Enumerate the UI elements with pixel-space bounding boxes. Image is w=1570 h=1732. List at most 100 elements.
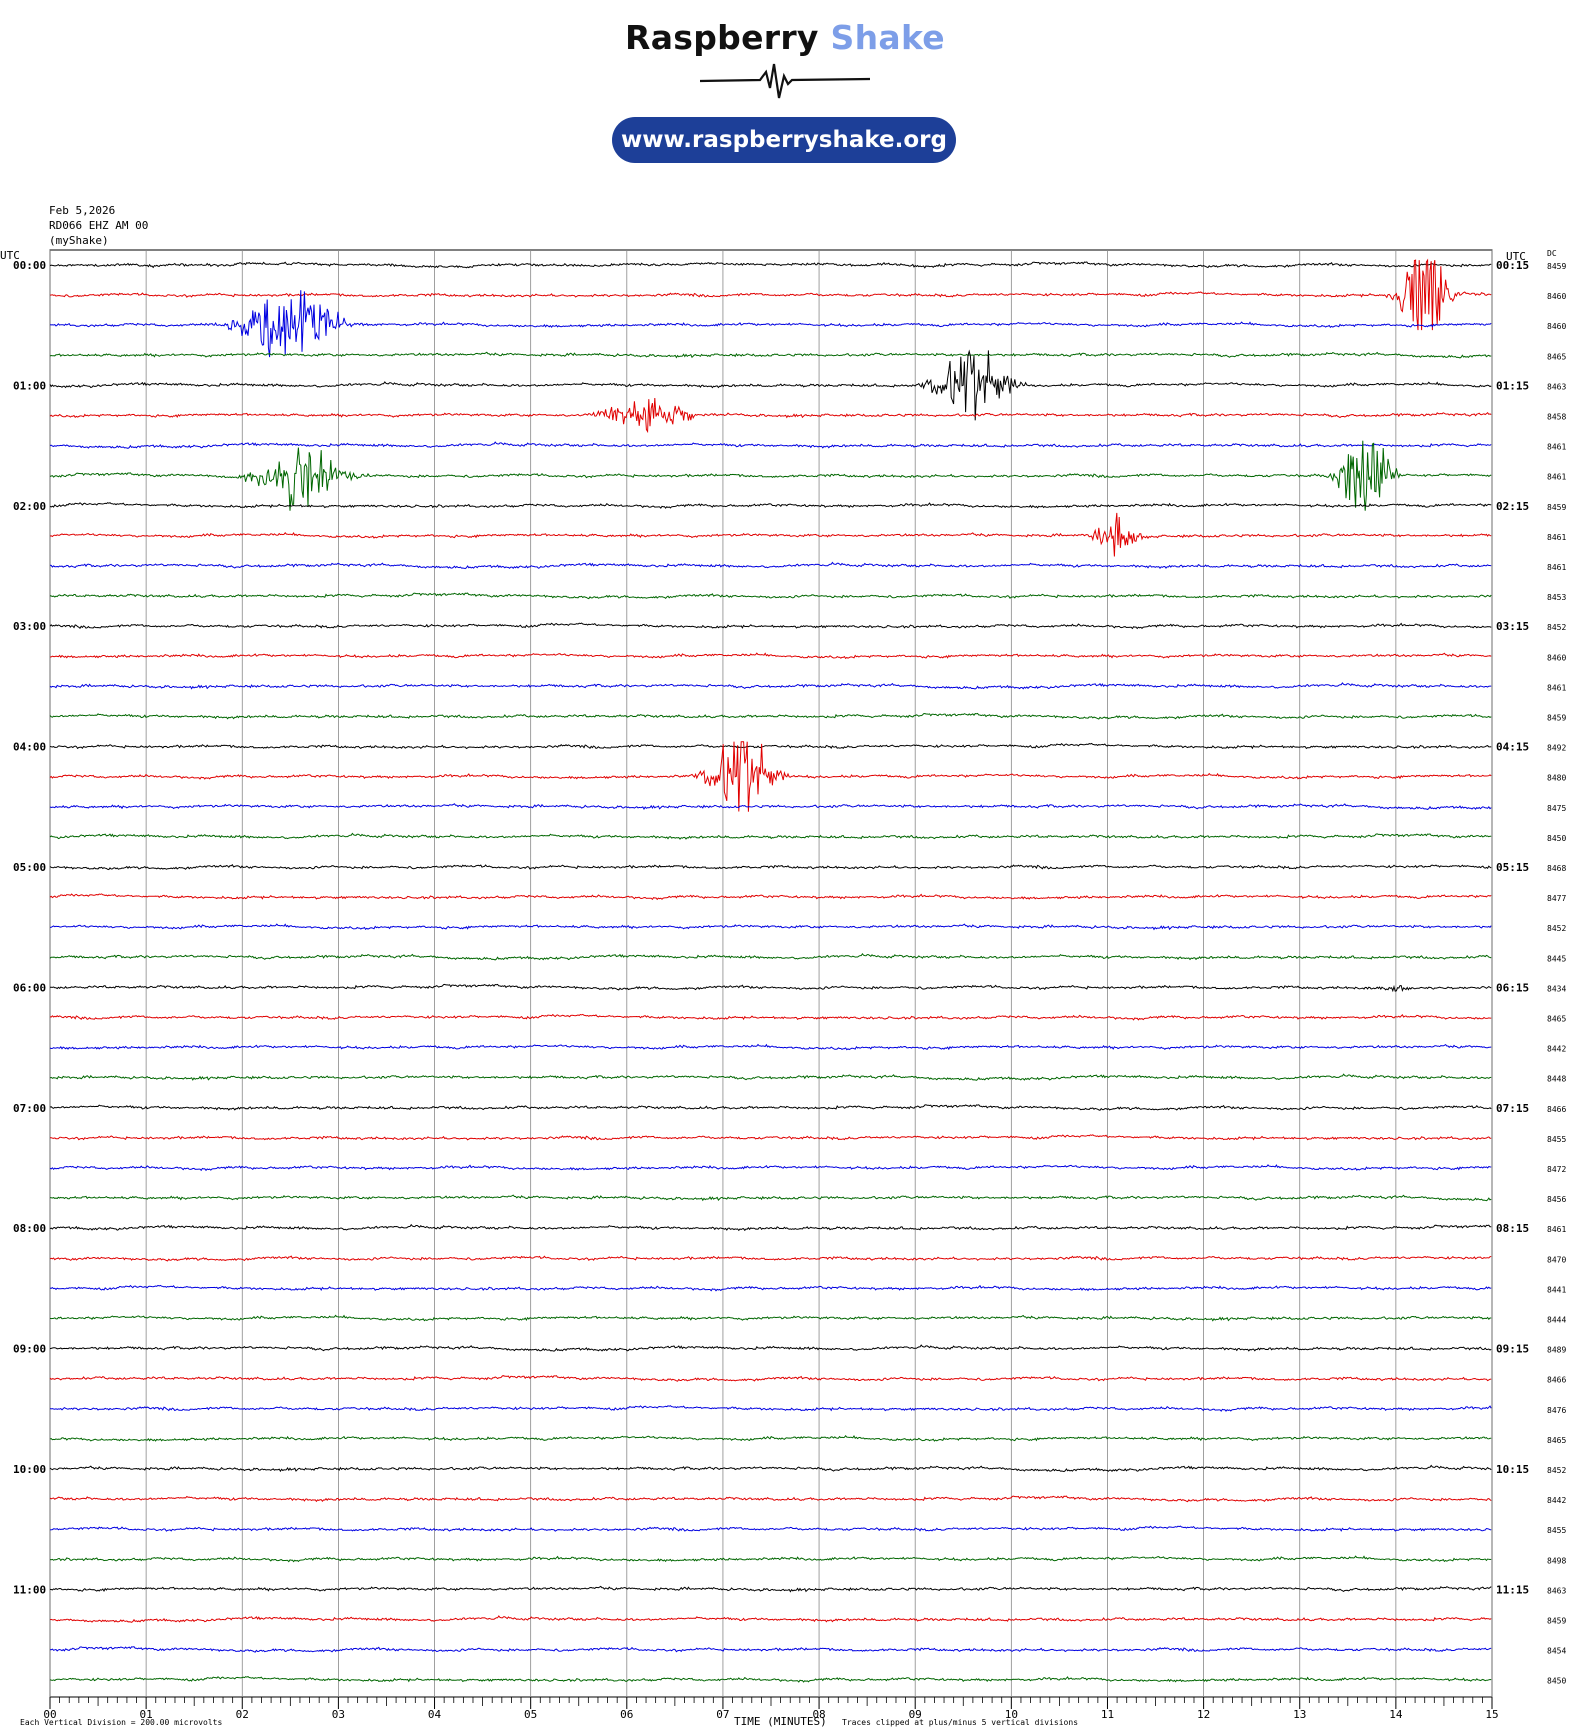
seismic-trace	[49, 1043, 1492, 1051]
dc-offset-label: 8450	[1547, 1677, 1566, 1686]
dc-offset-label: 8489	[1547, 1346, 1566, 1355]
seismic-trace	[49, 893, 1492, 901]
x-tick-label: 03	[332, 1708, 345, 1721]
info-date: Feb 5,2026	[49, 204, 115, 217]
right-time-label: 03:15	[1496, 620, 1529, 633]
seismic-trace	[50, 1134, 1492, 1141]
dc-offset-label: 8468	[1547, 864, 1566, 873]
dc-offset-label: 8453	[1547, 593, 1566, 602]
dc-offset-label: 8475	[1547, 804, 1566, 813]
left-time-label: 09:00	[13, 1343, 46, 1356]
left-time-label: 03:00	[13, 620, 46, 633]
dc-offset-label: 8452	[1547, 1466, 1566, 1475]
seismic-trace	[49, 1464, 1492, 1473]
dc-offset-label: 8463	[1547, 1586, 1566, 1595]
dc-offset-label: 8458	[1547, 413, 1566, 422]
dc-offset-label: 8459	[1547, 1617, 1566, 1626]
seismic-trace	[49, 1284, 1492, 1292]
seismic-trace	[50, 1646, 1492, 1653]
dc-offset-label: 8465	[1547, 1015, 1566, 1024]
logo-area: Raspberry Shake www.raspberryshake.org	[0, 0, 1570, 175]
x-tick-label: 13	[1293, 1708, 1306, 1721]
left-time-label: 11:00	[13, 1583, 46, 1596]
dc-offset-label: 8463	[1547, 382, 1566, 391]
seismic-trace	[49, 261, 1492, 269]
dc-offset-label: 8455	[1547, 1526, 1566, 1535]
dc-offset-label: 8476	[1547, 1406, 1566, 1415]
dc-offset-label: 8460	[1547, 322, 1566, 331]
right-time-label: 06:15	[1496, 981, 1529, 994]
dc-offset-label: 8455	[1547, 1135, 1566, 1144]
seismic-trace	[49, 1375, 1492, 1382]
seismic-trace	[49, 351, 1492, 359]
x-tick-label: 09	[909, 1708, 922, 1721]
dc-offset-label: 8460	[1547, 653, 1566, 662]
right-time-label: 09:15	[1496, 1343, 1529, 1356]
x-tick-label: 11	[1101, 1708, 1114, 1721]
seismic-trace	[49, 1525, 1492, 1532]
seismic-trace	[49, 1405, 1492, 1412]
dc-offset-label: 8459	[1547, 714, 1566, 723]
seismic-trace	[50, 983, 1492, 993]
seismic-wave-logo-icon	[700, 63, 870, 99]
seismic-trace	[49, 742, 1492, 750]
x-axis-label: TIME (MINUTES)	[734, 1715, 827, 1728]
dc-offset-label: 8480	[1547, 774, 1566, 783]
left-axis-title: UTC	[0, 249, 20, 262]
right-time-label: 11:15	[1496, 1583, 1529, 1596]
dc-offset-label: 8465	[1547, 352, 1566, 361]
seismic-trace	[49, 1164, 1492, 1172]
seismic-trace	[49, 349, 1492, 421]
x-tick-label: 04	[428, 1708, 442, 1721]
dc-offset-label: 8452	[1547, 623, 1566, 632]
seismic-trace	[49, 397, 1492, 434]
dc-offset-label: 8472	[1547, 1165, 1566, 1174]
footer-left-note: Each Vertical Division = 200.00 microvol…	[20, 1718, 222, 1727]
seismic-trace	[49, 1555, 1492, 1563]
right-time-label: 02:15	[1496, 500, 1529, 513]
seismic-trace	[49, 1585, 1492, 1593]
website-url-badge[interactable]: www.raspberryshake.org	[612, 117, 956, 163]
seismic-trace	[49, 952, 1492, 961]
info-station: RD066 EHZ AM 00	[49, 219, 148, 232]
seismic-trace	[49, 1194, 1492, 1202]
seismic-trace	[49, 682, 1492, 690]
dc-offset-label: 8492	[1547, 744, 1566, 753]
seismic-trace	[49, 1344, 1492, 1352]
seismic-trace	[49, 1615, 1492, 1623]
seismic-trace	[49, 712, 1492, 720]
dc-offset-label: 8466	[1547, 1376, 1566, 1385]
left-time-label: 06:00	[13, 981, 46, 994]
left-time-label: 04:00	[13, 741, 46, 754]
seismic-trace	[49, 803, 1492, 810]
dc-offset-label: 8466	[1547, 1105, 1566, 1114]
dc-offset-label: 8461	[1547, 1225, 1566, 1234]
brand-word-shake: Shake	[830, 18, 945, 57]
dc-offset-label: 8459	[1547, 262, 1566, 271]
dc-offset-label: 8448	[1547, 1075, 1566, 1084]
dc-column-title: DC	[1547, 249, 1557, 258]
seismic-trace	[49, 622, 1492, 630]
right-time-label: 08:15	[1496, 1222, 1529, 1235]
left-time-label: 08:00	[13, 1222, 46, 1235]
seismic-trace	[49, 1013, 1492, 1021]
left-time-label: 10:00	[13, 1463, 46, 1476]
label-group: 00 01 02 03 04 05 06 07 08 09 10 11 12 13 14 15 8459 00:0…	[13, 259, 1566, 1721]
dc-offset-label: 8477	[1547, 894, 1566, 903]
seismic-trace	[49, 923, 1492, 931]
x-tick-label: 06	[620, 1708, 633, 1721]
left-time-label: 02:00	[13, 500, 46, 513]
dc-offset-label: 8442	[1547, 1496, 1566, 1505]
seismic-trace	[49, 1073, 1492, 1081]
seismic-trace	[49, 1255, 1492, 1262]
footer-right-note: Traces clipped at plus/minus 5 vertical …	[842, 1718, 1078, 1727]
dc-offset-label: 8498	[1547, 1556, 1566, 1565]
seismic-trace	[49, 502, 1492, 509]
x-tick-label: 02	[236, 1708, 249, 1721]
x-tick-label: 10	[1005, 1708, 1018, 1721]
right-time-label: 01:15	[1496, 379, 1529, 392]
dc-offset-label: 8460	[1547, 292, 1566, 301]
dc-offset-label: 8441	[1547, 1285, 1566, 1294]
seismic-trace	[49, 1314, 1492, 1322]
